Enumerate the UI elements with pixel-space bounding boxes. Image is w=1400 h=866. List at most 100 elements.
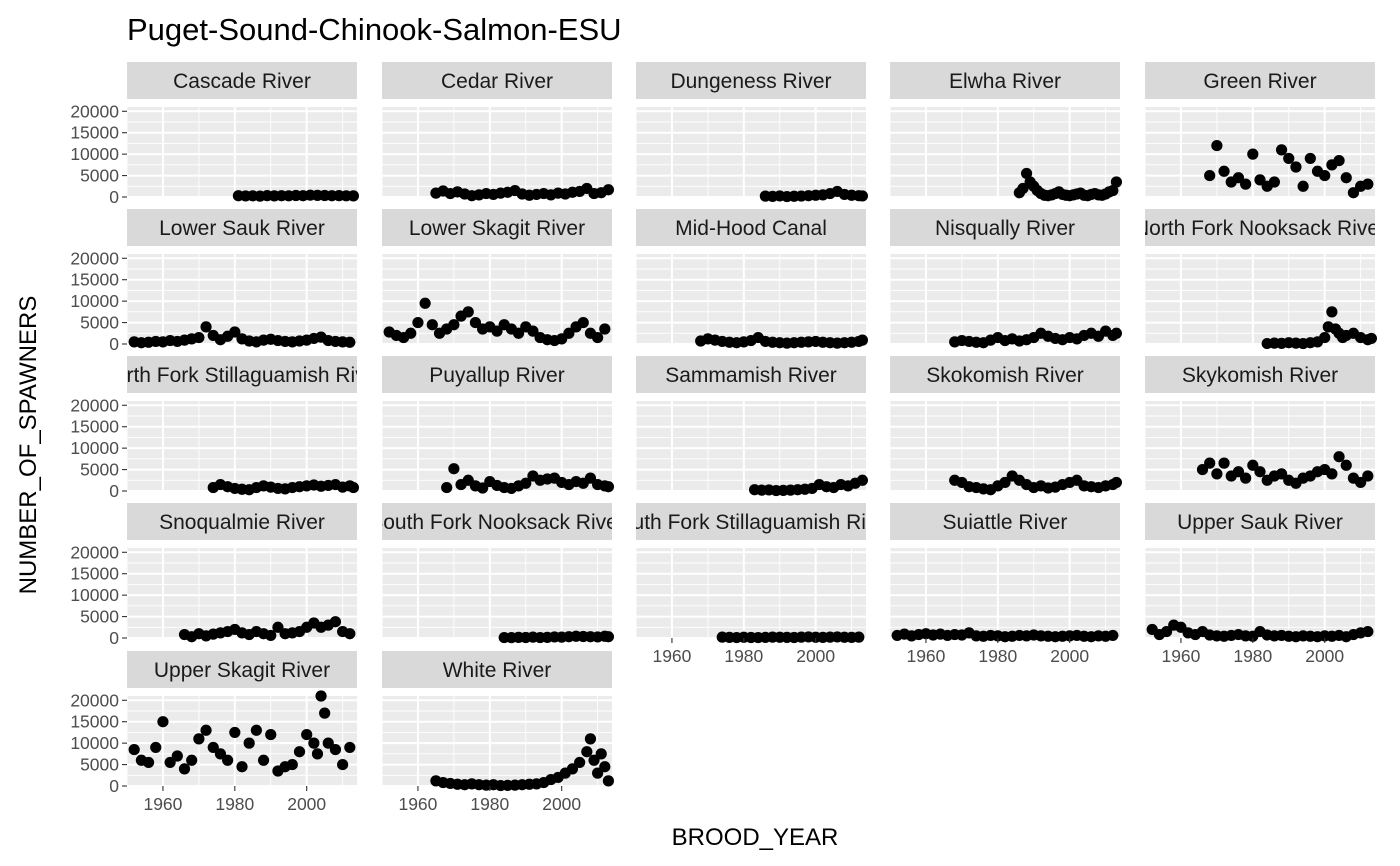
data-point [1160,625,1173,638]
x-tick-label: 1960 [906,646,945,666]
data-point [1283,152,1295,165]
data-point [150,741,162,754]
x-tick-label: 2000 [1305,646,1344,666]
panel-background [127,254,357,344]
facet-strip-label: Cascade River [173,70,311,93]
data-point [286,758,298,771]
panel-background [636,254,866,344]
data-point [344,336,356,348]
x-tick-label: 1980 [1233,646,1272,666]
data-point [207,741,219,754]
panel-background [127,401,357,491]
data-point [856,190,869,202]
panel-background [636,107,866,197]
data-point [491,325,503,337]
y-tick-label: 15000 [70,270,119,290]
y-tick-label: 20000 [70,101,119,121]
data-point [584,733,597,745]
facet-strip [127,209,357,246]
data-point [329,743,342,756]
data-point [1110,176,1123,188]
data-point [229,326,241,338]
data-point [319,707,331,719]
data-point [1232,466,1245,478]
data-point [527,325,539,337]
data-point [293,746,306,758]
facet-strip [1145,62,1375,99]
y-tick-label: 10000 [70,144,119,164]
panel-background [636,548,866,638]
y-tick-label: 0 [109,481,119,501]
facet-panel: Dungeness River [635,62,869,203]
facet-strip [382,503,612,540]
facet-strip [890,356,1120,393]
facet-strip-label: White River [443,659,552,682]
facet-strip [127,503,357,540]
data-point [347,481,360,494]
data-point [1319,331,1331,344]
facet-panel: Lower Skagit River [381,209,612,347]
data-point [477,482,489,494]
x-axis-title: BROOD_YEAR [672,824,839,851]
data-point [1290,161,1302,173]
data-point [1110,476,1123,489]
facet-strip [127,356,357,393]
data-point [1362,470,1374,482]
y-tick-label: 20000 [70,542,119,562]
x-tick-label: 2000 [287,794,326,814]
data-point [301,728,313,741]
facet-panel: North Fork Stillaguamish River 0500010000… [70,356,360,501]
facet-strip [890,503,1120,540]
data-point [1020,167,1033,180]
data-point [229,726,241,739]
data-point [1017,182,1029,195]
data-point [1333,154,1345,167]
facet-panel: Upper Sauk River 1960 1980 2000 [1144,503,1375,666]
y-tick-label: 15000 [70,564,119,584]
data-point [1204,457,1216,469]
data-point [441,481,453,494]
data-point [308,737,320,749]
y-axis-title: NUMBER_OF_SPAWNERS [15,296,42,595]
panel-background [382,696,612,786]
data-point [257,754,270,766]
facet-strip [636,503,866,540]
facet-strip [890,62,1120,99]
facet-strip-label: Skokomish River [926,364,1084,387]
data-point [1196,463,1209,476]
facet-strip-label: Elwha River [949,70,1061,93]
facet-strip [127,62,357,99]
y-tick-label: 5000 [80,755,119,775]
data-point [347,190,360,202]
data-point [405,327,417,339]
facet-strip [382,62,612,99]
data-point [157,716,169,728]
data-point [236,761,248,773]
x-tick-label: 1980 [215,794,254,814]
y-tick-label: 5000 [80,166,119,186]
data-point [574,756,586,769]
data-point [344,628,356,640]
facet-panel: Puyallup River [381,356,615,495]
data-point [214,748,227,760]
data-point [1275,468,1288,480]
facet-strip [1145,209,1375,246]
facet-strip-label: Sammamish River [665,364,837,387]
data-point [200,321,212,333]
facet-strip-label: Mid-Hood Canal [675,217,827,240]
y-tick-label: 10000 [70,585,119,605]
data-point [322,737,334,749]
data-point [193,331,205,344]
y-tick-label: 10000 [70,733,119,753]
facet-strip-label: Skykomish River [1182,364,1338,387]
data-point [853,631,865,643]
data-point [588,754,600,766]
data-point [1211,468,1223,480]
data-point [171,750,183,762]
facet-strip [1145,503,1375,540]
data-point [1107,184,1119,197]
facet-strip-label: Upper Sauk River [1177,511,1343,534]
